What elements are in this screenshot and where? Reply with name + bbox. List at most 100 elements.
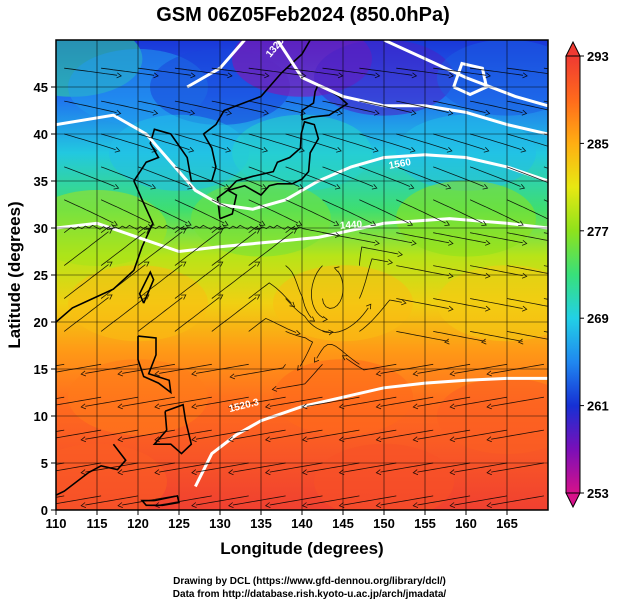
streamline-arrow (154, 502, 160, 508)
streamline-arrow (485, 272, 491, 279)
streamline-arrow (337, 109, 343, 116)
streamline-arrow (521, 109, 528, 116)
streamline-arrow (228, 502, 234, 508)
streamline-arrow (409, 147, 416, 153)
streamline (469, 166, 521, 187)
streamline (248, 199, 299, 224)
x-tick-label: 115 (87, 516, 108, 531)
streamline-arrow (106, 294, 113, 300)
colorbar-tick-label: 253 (587, 486, 609, 501)
streamline (174, 231, 220, 266)
streamline (137, 67, 191, 76)
streamline-arrow (80, 436, 87, 443)
streamline (396, 100, 449, 113)
y-tick-label: 45 (34, 80, 48, 95)
streamline (359, 299, 402, 332)
streamline-arrow (449, 403, 456, 410)
streamline (211, 264, 257, 299)
streamline-arrow (187, 183, 194, 190)
streamline-arrow (484, 109, 491, 116)
streamline-arrow (593, 184, 598, 189)
streamline-arrow (264, 469, 271, 476)
streamline-arrow (106, 261, 113, 267)
streamline-arrow (80, 502, 87, 508)
streamline (248, 133, 301, 151)
streamline (359, 199, 409, 224)
y-tick-label: 35 (34, 174, 48, 189)
streamline (285, 331, 314, 367)
streamline (433, 100, 486, 113)
contour-label: 1560 (388, 157, 412, 172)
streamline (417, 396, 471, 407)
streamline-arrow (518, 220, 524, 226)
streamline (64, 166, 115, 187)
streamline-arrow (153, 72, 159, 79)
streamline-arrow (188, 147, 195, 153)
y-tick-label: 10 (34, 409, 48, 424)
streamline (159, 462, 212, 473)
streamline (63, 231, 109, 266)
streamline (359, 232, 413, 244)
coastline (138, 270, 155, 304)
streamline-arrow (521, 305, 528, 312)
streamline (322, 166, 374, 187)
streamline (137, 199, 188, 224)
streamline (137, 100, 191, 113)
streamline-arrow (444, 220, 451, 226)
streamline-arrow (446, 147, 453, 153)
colorbar-tick-label: 277 (587, 224, 609, 239)
streamline-arrow (263, 109, 269, 116)
streamline-arrow (412, 370, 419, 377)
streamline (433, 331, 486, 342)
streamline (417, 495, 471, 506)
streamline (491, 495, 544, 506)
streamline (454, 363, 508, 374)
streamline (174, 166, 226, 187)
streamline (380, 495, 434, 506)
streamline-arrow (401, 299, 407, 306)
y-tick-label: 5 (41, 456, 48, 471)
streamline-arrow (309, 316, 316, 322)
streamline-arrow (375, 436, 382, 443)
streamline-arrow (149, 220, 155, 226)
streamline-arrow (191, 502, 197, 508)
streamline (506, 100, 548, 111)
streamline-arrow (445, 183, 452, 190)
streamline (316, 343, 360, 365)
streamline (137, 224, 185, 234)
streamline-arrow (408, 183, 415, 190)
streamline-arrow (338, 436, 345, 443)
streamline (322, 199, 372, 224)
streamline (359, 100, 412, 113)
streamline-arrow (483, 147, 490, 153)
streamline-arrow (449, 370, 456, 377)
streamline (248, 100, 302, 113)
streamline-arrow (374, 109, 380, 116)
x-axis-label: Longitude (degrees) (220, 539, 383, 558)
streamline-arrow (559, 240, 564, 245)
streamline (343, 396, 397, 407)
credit-drawing: Drawing by DCL (https://www.gfd-dennou.o… (173, 576, 446, 587)
streamline (454, 495, 508, 506)
streamline (322, 100, 375, 113)
streamline (506, 67, 548, 75)
streamline-arrow (298, 183, 304, 190)
streamline-arrow (411, 72, 418, 79)
streamline (174, 133, 227, 151)
streamline (56, 495, 102, 505)
streamline (322, 307, 369, 334)
streamline-arrow (117, 436, 123, 443)
streamline-arrow (334, 183, 341, 190)
streamline-arrow (301, 403, 308, 410)
streamline-arrow (596, 240, 601, 245)
streamline (232, 462, 286, 473)
streamline-arrow (191, 469, 197, 476)
streamline-arrow (300, 109, 306, 116)
y-tick-label: 15 (34, 362, 48, 377)
streamline-arrow (190, 72, 196, 79)
streamline-arrow (596, 110, 601, 115)
streamline (506, 265, 548, 274)
streamline (101, 100, 154, 113)
streamline-arrow (143, 294, 150, 300)
streamline (174, 264, 220, 299)
